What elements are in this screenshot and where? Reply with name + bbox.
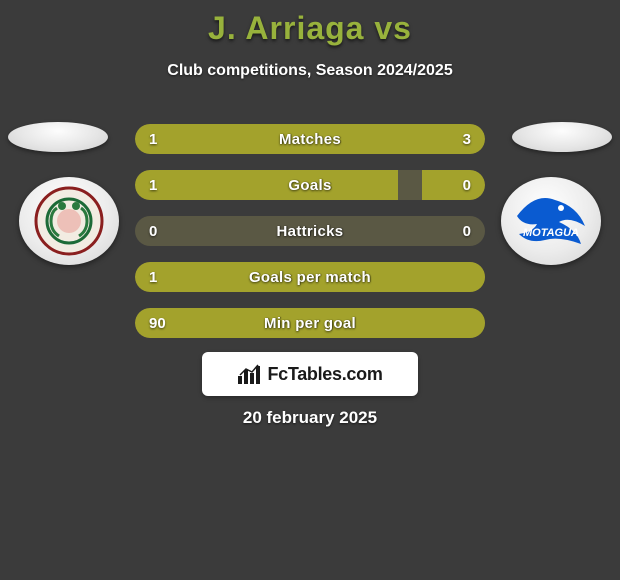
brand-text: FcTables.com (267, 364, 382, 385)
brand-box: FcTables.com (202, 352, 418, 396)
stats-container: 13Matches 10Goals 00Hattricks 1Goals per ma… (135, 124, 485, 354)
stat-row: 00Hattricks (135, 216, 485, 246)
stat-label: Goals (135, 170, 485, 200)
motagua-crest-icon: MOTAGUA (511, 186, 591, 256)
bars-icon (237, 364, 261, 384)
stat-row: 10Goals (135, 170, 485, 200)
stat-row: 90Min per goal (135, 308, 485, 338)
player-avatar-right (512, 122, 612, 152)
stat-label: Goals per match (135, 262, 485, 292)
comparison-title: J. Arriaga vs (0, 10, 620, 47)
stat-label: Min per goal (135, 308, 485, 338)
club-crest-left (19, 177, 119, 265)
comparison-subtitle: Club competitions, Season 2024/2025 (0, 62, 620, 80)
stat-row: 1Goals per match (135, 262, 485, 292)
marathon-crest-icon (34, 186, 104, 256)
motagua-label: MOTAGUA (523, 227, 579, 239)
stat-label: Hattricks (135, 216, 485, 246)
player-avatar-left (8, 122, 108, 152)
stat-label: Matches (135, 124, 485, 154)
date-line: 20 february 2025 (0, 408, 620, 428)
stat-row: 13Matches (135, 124, 485, 154)
club-crest-right: MOTAGUA (501, 177, 601, 265)
